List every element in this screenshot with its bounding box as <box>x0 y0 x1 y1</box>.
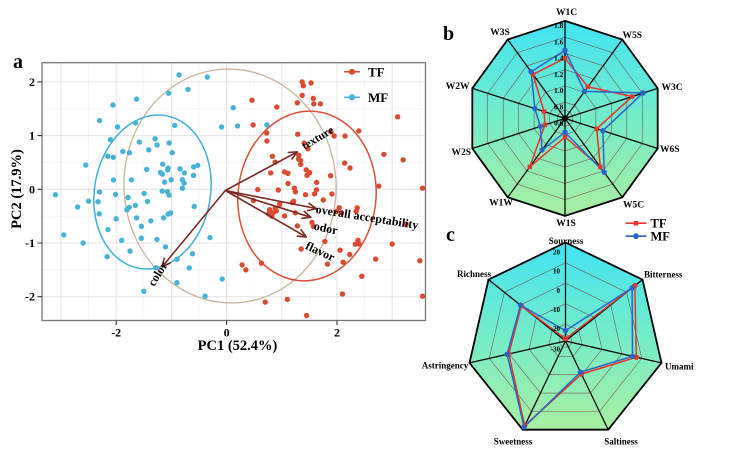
svg-text:W1C: W1C <box>556 8 577 18</box>
svg-text:W3C: W3C <box>662 83 683 93</box>
svg-text:odor: odor <box>313 219 340 238</box>
svg-text:a: a <box>13 51 23 73</box>
svg-text:W3S: W3S <box>490 28 510 38</box>
svg-text:Saltiness: Saltiness <box>604 437 638 447</box>
svg-text:1.6: 1.6 <box>554 37 564 46</box>
svg-text:W2S: W2S <box>451 148 471 158</box>
svg-text:-1: -1 <box>25 236 35 250</box>
svg-text:Richness: Richness <box>457 269 492 279</box>
svg-text:1.8: 1.8 <box>554 21 564 30</box>
svg-text:PC2 (17.9%): PC2 (17.9%) <box>9 149 25 229</box>
svg-text:Bitterness: Bitterness <box>644 270 683 280</box>
svg-text:TF: TF <box>651 217 667 231</box>
svg-text:0: 0 <box>224 326 230 340</box>
svg-text:-2: -2 <box>111 326 121 340</box>
svg-text:PC1 (52.4%): PC1 (52.4%) <box>198 338 278 354</box>
svg-text:W1S: W1S <box>556 219 576 229</box>
svg-text:Umami: Umami <box>665 362 694 372</box>
svg-text:MF: MF <box>368 90 388 105</box>
svg-text:0.6: 0.6 <box>554 119 564 128</box>
svg-text:0.8: 0.8 <box>554 102 564 111</box>
svg-text:-10: -10 <box>551 306 561 314</box>
svg-text:W5C: W5C <box>623 201 644 211</box>
svg-text:10: 10 <box>553 268 561 276</box>
svg-text:1.0: 1.0 <box>554 86 564 95</box>
svg-text:0: 0 <box>29 182 35 196</box>
svg-text:20: 20 <box>553 249 561 257</box>
svg-text:Sourness: Sourness <box>549 236 584 246</box>
svg-text:W1W: W1W <box>489 199 513 209</box>
svg-text:Astringency: Astringency <box>422 361 469 371</box>
svg-text:1: 1 <box>29 129 35 143</box>
svg-text:MF: MF <box>651 230 671 244</box>
svg-text:b: b <box>443 23 454 45</box>
svg-text:W5S: W5S <box>623 31 643 41</box>
svg-text:W2W: W2W <box>446 82 470 92</box>
svg-text:-30: -30 <box>551 346 561 354</box>
svg-text:1.4: 1.4 <box>554 54 564 63</box>
svg-text:c: c <box>446 224 455 246</box>
svg-text:0: 0 <box>557 287 561 295</box>
svg-text:2: 2 <box>334 326 340 340</box>
svg-text:Sweetness: Sweetness <box>494 437 533 447</box>
svg-text:W6S: W6S <box>660 145 680 155</box>
svg-text:-2: -2 <box>25 290 35 304</box>
svg-text:-20: -20 <box>551 325 561 333</box>
svg-text:1.2: 1.2 <box>554 70 564 79</box>
svg-text:TF: TF <box>368 64 385 79</box>
svg-text:2: 2 <box>29 75 35 89</box>
